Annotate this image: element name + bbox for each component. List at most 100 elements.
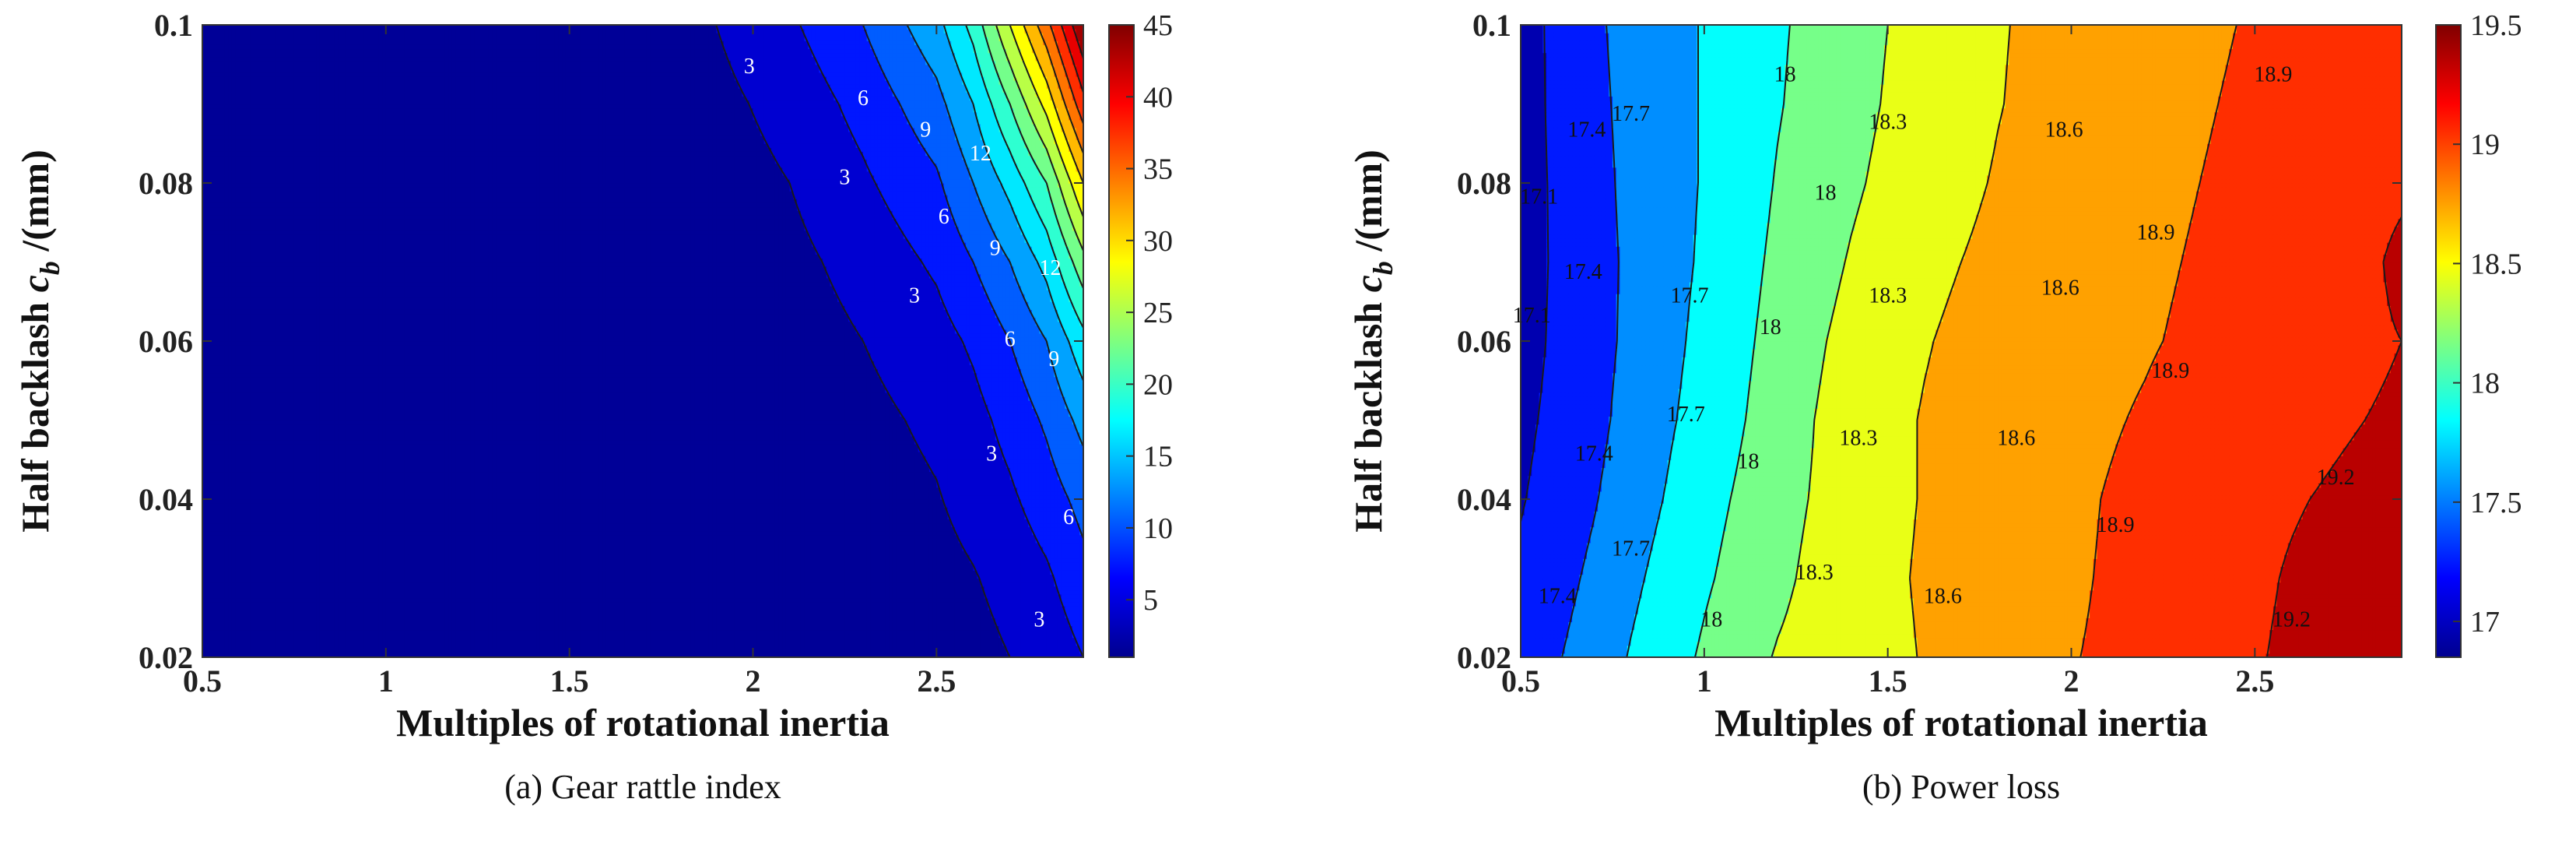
contour-cell xyxy=(658,634,662,639)
contour-cell xyxy=(239,582,243,587)
contour-cell xyxy=(573,649,577,654)
contour-cell xyxy=(918,618,922,622)
contour-cell xyxy=(481,586,485,591)
contour-cell xyxy=(371,618,375,622)
contour-cell xyxy=(775,614,779,618)
contour-cell xyxy=(375,642,379,646)
contour-cell xyxy=(353,598,356,603)
contour-cell xyxy=(856,598,860,603)
contour-cell xyxy=(610,629,614,634)
contour-cell xyxy=(382,618,386,622)
contour-cell xyxy=(1062,618,1065,622)
contour-cell xyxy=(540,598,544,603)
contour-cell xyxy=(275,590,279,595)
contour-cell xyxy=(327,574,331,579)
contour-cell xyxy=(444,586,448,591)
contour-cell xyxy=(981,634,984,639)
contour-cell xyxy=(598,649,602,654)
contour-cell xyxy=(426,649,430,654)
contour-cell xyxy=(624,621,628,626)
contour-cell xyxy=(610,586,614,591)
contour-cell xyxy=(474,574,478,579)
contour-cell xyxy=(617,586,621,591)
contour-cell xyxy=(1032,602,1036,607)
contour-cell xyxy=(327,590,331,595)
contour-cell xyxy=(896,649,900,654)
contour-cell xyxy=(947,638,951,642)
contour-cell xyxy=(441,646,445,650)
contour-cell xyxy=(779,590,783,595)
contour-cell xyxy=(676,646,679,650)
contour-cell xyxy=(1010,649,1014,654)
contour-cell xyxy=(386,634,390,639)
contour-cell xyxy=(727,582,731,587)
contour-cell xyxy=(805,586,809,591)
contour-cell xyxy=(856,602,860,607)
contour-cell xyxy=(981,606,984,610)
contour-cell xyxy=(823,582,826,587)
contour-cell xyxy=(235,590,239,595)
contour-cell xyxy=(371,590,375,595)
contour-cell xyxy=(217,638,221,642)
contour-cell xyxy=(224,602,228,607)
contour-cell xyxy=(309,614,313,618)
contour-cell xyxy=(261,598,265,603)
contour-cell xyxy=(709,590,713,595)
contour-cell xyxy=(955,614,959,618)
contour-cell xyxy=(232,590,236,595)
contour-cell xyxy=(1010,618,1014,622)
contour-cell xyxy=(324,625,328,630)
contour-cell xyxy=(940,646,944,650)
contour-cell xyxy=(533,610,537,614)
contour-cell xyxy=(536,582,540,587)
contour-cell xyxy=(826,586,830,591)
contour-cell xyxy=(720,574,724,579)
contour-cell xyxy=(1051,590,1055,595)
contour-cell xyxy=(1025,638,1029,642)
contour-cell xyxy=(797,638,801,642)
contour-cell xyxy=(588,606,591,610)
contour-cell xyxy=(470,579,474,583)
contour-cell xyxy=(430,649,433,654)
contour-cell xyxy=(1032,598,1036,603)
contour-cell xyxy=(1054,618,1058,622)
contour-cell xyxy=(650,649,654,654)
contour-cell xyxy=(511,574,514,579)
contour-cell xyxy=(224,642,228,646)
contour-cell xyxy=(801,621,805,626)
contour-cell xyxy=(570,621,574,626)
contour-cell xyxy=(925,614,929,618)
contour-cell xyxy=(584,590,588,595)
contour-cell xyxy=(455,629,459,634)
contour-cell xyxy=(250,634,254,639)
contour-cell xyxy=(727,621,731,626)
contour-cell xyxy=(801,579,805,583)
contour-cell xyxy=(401,638,405,642)
contour-cell xyxy=(940,638,944,642)
contour-cell xyxy=(709,602,713,607)
contour-cell xyxy=(393,606,397,610)
contour-cell xyxy=(356,634,360,639)
contour-cell xyxy=(878,638,882,642)
contour-cell xyxy=(591,590,595,595)
contour-cell xyxy=(1047,649,1051,654)
contour-cell xyxy=(279,642,283,646)
contour-cell xyxy=(735,610,739,614)
contour-cell xyxy=(951,598,955,603)
contour-cell xyxy=(573,582,577,587)
contour-cell xyxy=(364,590,368,595)
contour-cell xyxy=(742,646,746,650)
contour-cell xyxy=(463,625,467,630)
contour-cell xyxy=(1039,602,1043,607)
contour-cell xyxy=(944,579,948,583)
contour-cell xyxy=(349,582,353,587)
contour-cell xyxy=(885,590,889,595)
contour-cell xyxy=(547,629,551,634)
contour-cell xyxy=(617,602,621,607)
contour-cell xyxy=(268,634,272,639)
contour-cell xyxy=(687,579,691,583)
contour-cell xyxy=(816,602,819,607)
contour-cell xyxy=(690,629,694,634)
contour-cell xyxy=(679,590,683,595)
contour-cell xyxy=(401,594,405,599)
